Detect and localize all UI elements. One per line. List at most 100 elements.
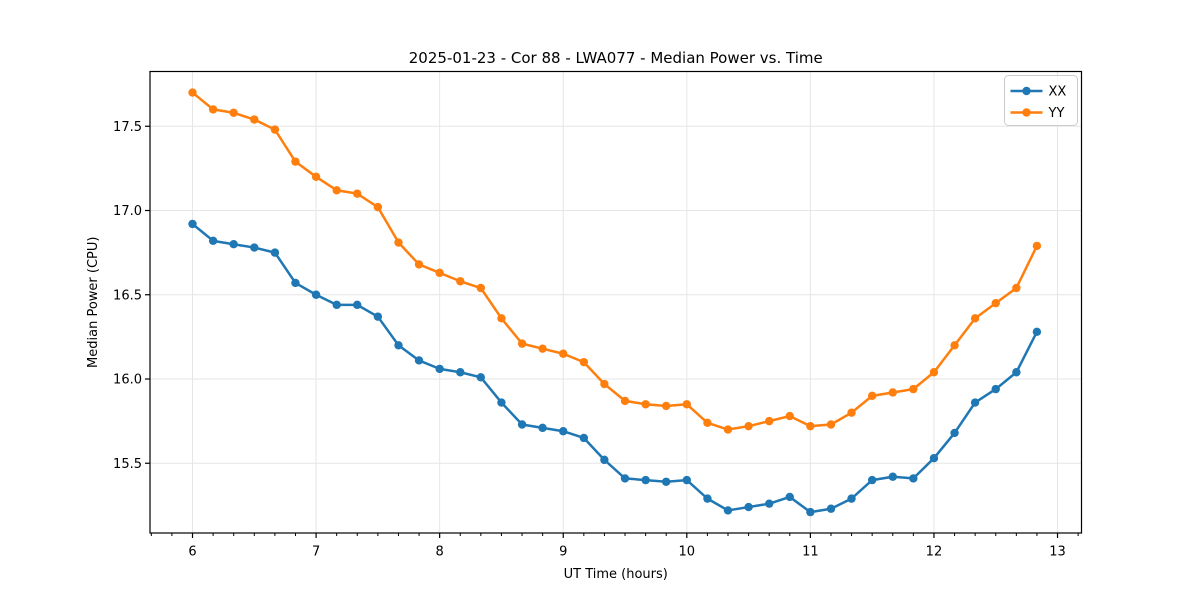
x-tick-label: 6 [188,545,196,560]
data-point-YY [682,400,692,409]
series-line-XX [191,222,1039,514]
data-point-YY [476,283,486,293]
data-point-YY [579,357,589,367]
plot-border [149,70,1083,534]
data-point-YY [394,238,403,247]
data-point-YY [888,388,898,397]
x-tick-label: 9 [559,545,567,560]
x-tick-label: 8 [436,545,444,560]
legend-label-xx: XX [1049,85,1067,100]
data-point-YY [991,298,1000,308]
data-point-YY [517,339,527,348]
data-point-XX [332,300,341,310]
y-tick-label: 17.5 [113,120,142,135]
data-point-XX [270,248,280,257]
data-point-XX [641,475,650,485]
data-point-YY [929,368,939,377]
x-tick-label: 11 [802,545,819,560]
data-point-XX [208,236,218,246]
data-point-XX [826,504,836,513]
data-point-XX [888,472,898,481]
data-point-YY [765,416,774,426]
legend-marker-XX [1022,86,1031,96]
data-point-XX [991,384,1000,394]
data-point-YY [950,341,959,350]
data-series [188,88,1042,517]
data-point-XX [394,341,403,350]
data-point-XX [970,398,980,407]
data-point-YY [847,408,856,417]
data-point-XX [456,368,465,377]
data-point-XX [250,243,259,252]
data-point-XX [373,312,383,321]
data-point-YY [270,125,280,134]
data-point-XX [703,494,712,503]
data-point-XX [229,240,238,249]
data-point-XX [909,474,918,483]
data-point-XX [950,428,959,438]
data-point-YY [373,202,383,212]
y-tick-label: 17.0 [113,204,142,219]
data-point-XX [291,278,300,288]
data-point-XX [682,475,692,485]
y-tick-label: 16.0 [113,373,142,388]
data-point-XX [517,420,527,429]
data-point-YY [497,314,506,323]
data-point-YY [250,115,259,124]
data-point-XX [1032,327,1042,337]
grid-lines [150,71,1082,533]
data-point-YY [311,172,321,182]
data-point-YY [435,268,444,278]
y-axis-label: Median Power (CPU) [86,237,101,368]
data-point-XX [559,427,568,436]
data-point-XX [311,290,321,299]
data-point-XX [847,494,856,503]
data-point-YY [806,421,815,431]
data-point-XX [765,499,774,508]
legend-swatches [1010,86,1043,117]
data-point-YY [970,314,980,323]
data-point-YY [744,421,753,431]
data-point-XX [929,453,939,463]
data-point-YY [1012,283,1021,293]
legend-label-yy: YY [1048,106,1065,121]
data-point-YY [620,396,630,406]
y-tick-label: 16.5 [113,288,142,303]
data-point-YY [332,186,341,195]
data-point-YY [641,400,650,409]
data-point-XX [620,474,630,483]
data-point-YY [703,418,712,428]
data-point-XX [744,502,753,512]
data-point-XX [497,398,506,407]
data-point-XX [806,507,815,517]
data-point-YY [559,349,568,358]
chart-title: 2025-01-23 - Cor 88 - LWA077 - Median Po… [409,49,823,67]
data-point-YY [188,88,197,97]
data-point-YY [909,384,918,394]
series-XX [188,219,1042,517]
x-tick-label: 7 [312,545,320,560]
data-point-YY [208,105,218,114]
data-point-YY [538,344,547,353]
data-point-XX [723,506,733,515]
data-point-XX [353,300,362,310]
data-point-XX [867,475,877,485]
data-point-YY [661,401,671,411]
data-point-XX [600,455,609,465]
data-point-XX [538,423,547,433]
data-point-XX [188,219,197,229]
data-point-YY [291,157,300,166]
data-point-XX [435,364,444,374]
data-point-YY [600,379,609,389]
data-point-YY [723,425,733,434]
data-point-XX [414,356,424,365]
data-point-YY [353,189,362,198]
x-tick-label: 10 [679,545,696,560]
data-point-YY [785,411,794,421]
data-point-XX [785,492,794,502]
data-point-XX [1012,368,1021,377]
x-tick-label: 12 [926,545,943,560]
data-point-YY [826,420,836,429]
